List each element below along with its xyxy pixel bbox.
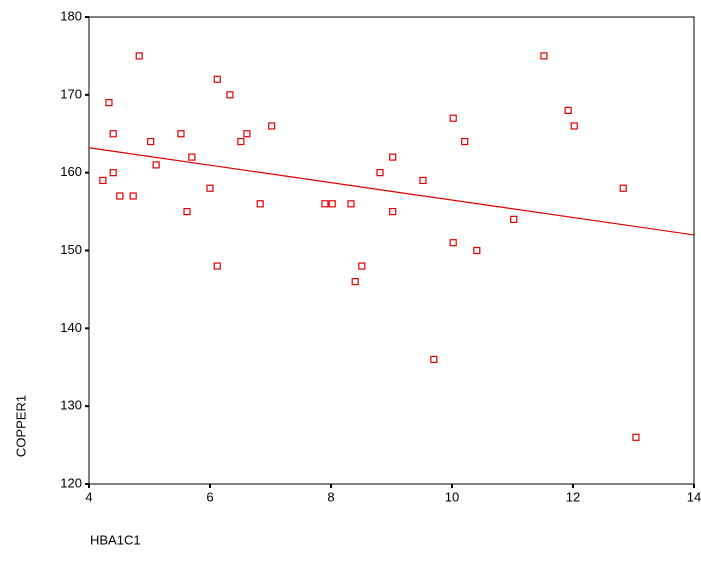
point [351, 278, 359, 286]
point [347, 200, 355, 208]
point [105, 99, 113, 107]
x-tick-label: 10 [445, 489, 459, 504]
y-tick-label: 140 [60, 320, 82, 335]
point [213, 262, 221, 270]
point [226, 91, 234, 99]
y-tick-label: 120 [60, 475, 82, 490]
point [237, 137, 245, 146]
point [206, 184, 214, 192]
point [129, 192, 137, 200]
point [116, 192, 124, 200]
y-axis-label: COPPER1 [13, 395, 28, 457]
point [419, 176, 427, 185]
point [321, 200, 329, 208]
point [632, 433, 640, 441]
point [243, 130, 251, 138]
point [510, 215, 518, 223]
point [376, 169, 384, 177]
point [135, 52, 143, 60]
y-tick-label: 180 [60, 8, 82, 23]
point [540, 52, 548, 60]
point [188, 153, 196, 161]
point [389, 153, 397, 161]
x-tick-label: 14 [687, 489, 701, 504]
point [99, 176, 107, 185]
x-tick-label: 8 [327, 489, 334, 504]
point [183, 207, 191, 216]
y-tick-label: 170 [60, 86, 82, 101]
point [147, 137, 155, 146]
point [328, 200, 336, 208]
y-tick-label: 130 [60, 398, 82, 413]
point [619, 184, 627, 192]
point [449, 239, 457, 247]
point [177, 130, 185, 138]
point [358, 262, 366, 270]
x-tick-label: 12 [566, 489, 580, 504]
point [430, 355, 438, 364]
point [473, 246, 481, 255]
x-tick-label: 4 [85, 489, 92, 504]
x-axis-label: HBA1C1 [90, 532, 141, 547]
y-tick-label: 160 [60, 164, 82, 179]
x-tick-label: 6 [206, 489, 213, 504]
y-tick-label: 150 [60, 242, 82, 257]
point [109, 169, 117, 177]
plot-frame [88, 16, 695, 485]
point [109, 130, 117, 138]
point [389, 207, 397, 216]
point [152, 161, 160, 169]
point [564, 106, 572, 115]
point [256, 200, 264, 208]
fit-line [88, 147, 695, 236]
point [570, 122, 578, 130]
point [268, 122, 276, 130]
point [213, 75, 221, 83]
point [449, 114, 457, 122]
point [461, 137, 469, 146]
